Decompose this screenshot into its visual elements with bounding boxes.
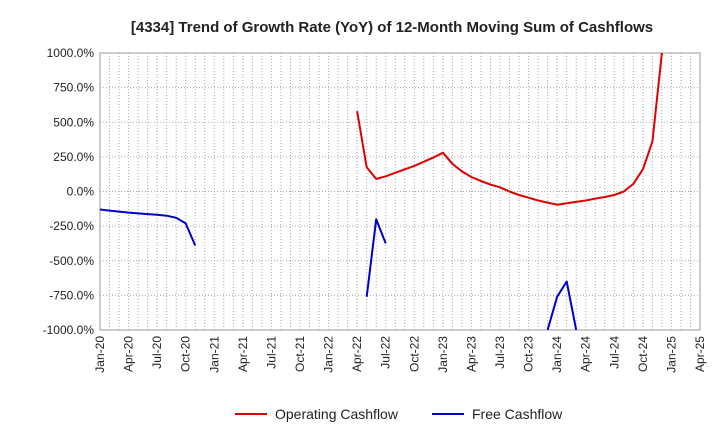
x-tick-label: Apr-22 — [350, 336, 364, 372]
x-tick-label: Oct-20 — [179, 336, 193, 372]
x-tick-label: Apr-21 — [236, 336, 250, 372]
y-tick-label: 750.0% — [53, 81, 94, 95]
x-tick-label: Jan-21 — [207, 336, 221, 373]
x-axis: Jan-20 Apr-20 Jul-20 Oct-20 Jan-21 Apr-21 Jul-… — [93, 336, 707, 373]
y-tick-label: 1000.0% — [47, 46, 95, 60]
series-line-free-cashflow — [365, 218, 387, 297]
x-tick-label: Apr-20 — [122, 336, 136, 372]
y-tick-label: -750.0% — [49, 288, 94, 302]
legend-label: Free Cashflow — [472, 406, 563, 422]
x-tick-label: Jan-24 — [550, 336, 564, 373]
plot-frame — [99, 52, 701, 331]
grid — [99, 52, 701, 331]
y-tick-label: 500.0% — [53, 115, 94, 129]
legend-label: Operating Cashflow — [275, 406, 399, 422]
x-tick-label: Jan-23 — [436, 336, 450, 373]
x-tick-label: Apr-25 — [693, 336, 707, 372]
x-tick-label: Jan-22 — [322, 336, 336, 373]
y-tick-label: 0.0% — [67, 185, 95, 199]
x-tick-label: Jan-20 — [93, 336, 107, 373]
x-tick-label: Apr-23 — [464, 336, 478, 372]
x-tick-label: Jan-25 — [664, 336, 678, 373]
x-tick-label: Jul-24 — [607, 336, 621, 369]
legend: Operating Cashflow Free Cashflow — [235, 406, 563, 422]
y-axis: 1000.0% 750.0% 500.0% 250.0% 0.0% -250.0% -500… — [43, 46, 95, 337]
y-tick-label: -500.0% — [49, 254, 94, 268]
series-line-free-cashflow — [100, 208, 197, 246]
series-line-free-cashflow — [546, 280, 578, 330]
x-tick-label: Jul-22 — [379, 336, 393, 369]
x-tick-label: Apr-24 — [579, 336, 593, 372]
x-tick-label: Jul-20 — [150, 336, 164, 369]
x-tick-label: Oct-21 — [293, 336, 307, 372]
y-tick-label: 250.0% — [53, 150, 94, 164]
x-tick-label: Oct-22 — [407, 336, 421, 372]
x-tick-label: Jul-23 — [493, 336, 507, 369]
series-line-operating-cashflow — [356, 53, 663, 206]
x-tick-label: Oct-23 — [522, 336, 536, 372]
chart-title: [4334] Trend of Growth Rate (YoY) of 12-… — [131, 19, 653, 36]
series-layer — [100, 53, 663, 330]
y-tick-label: -250.0% — [49, 219, 94, 233]
x-tick-label: Oct-24 — [636, 336, 650, 372]
x-tick-label: Jul-21 — [264, 336, 278, 369]
y-tick-label: -1000.0% — [43, 323, 95, 337]
